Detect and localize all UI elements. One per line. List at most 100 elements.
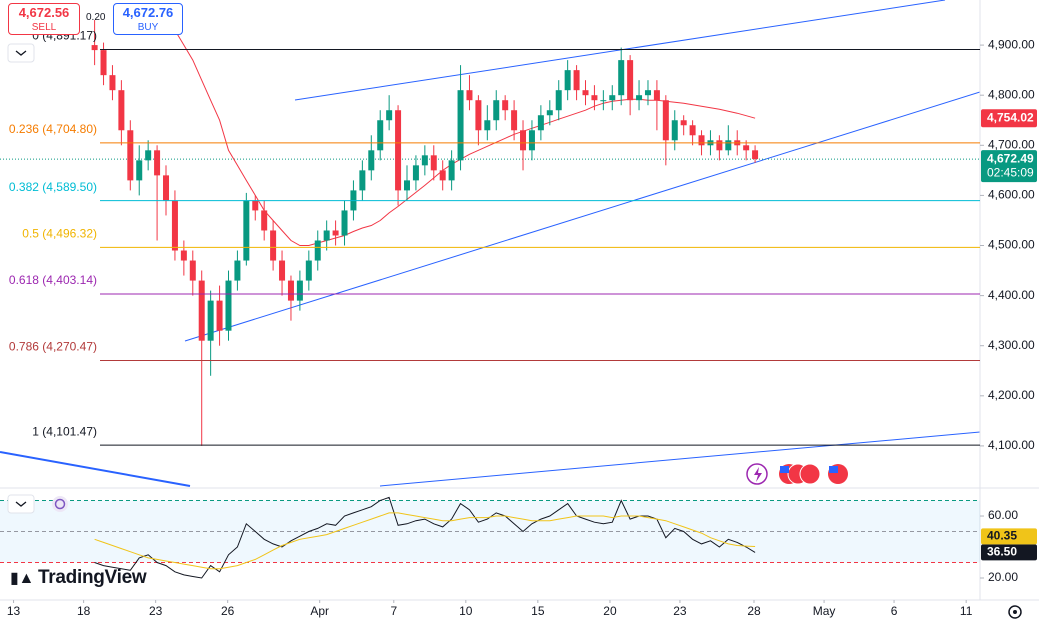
sell-price: 4,672.56 [18,5,70,20]
candle-body [359,170,366,191]
y-tick-label: 4,800.00 [988,87,1035,101]
candle-body [145,150,152,161]
candle-body [180,250,187,261]
candle-body [644,90,651,96]
y-tick-label: 4,700.00 [988,137,1035,151]
collapse-button[interactable] [7,494,35,514]
candle-body [618,60,625,96]
candle-body [279,260,286,281]
candle-body [127,130,134,181]
candle-body [725,140,732,151]
event-icons[interactable] [746,463,848,485]
fib-label: 0.786 (4,270.47) [9,340,97,354]
y-tick-label: 20.00 [988,570,1018,584]
x-tick-label: 10 [459,604,473,618]
buy-price: 4,672.76 [122,5,174,20]
candle-body [555,90,562,111]
buy-button[interactable]: 4,672.76 BUY [113,3,183,35]
candle-body [537,115,544,131]
x-tick-label: 20 [603,604,617,618]
candle-body [296,280,303,301]
fib-label: 0.618 (4,403.14) [9,273,97,287]
rsi-line [94,496,756,579]
candle-body [475,100,482,131]
last-price-bg [981,150,1037,183]
candle-body [528,130,535,151]
candle-body [582,90,589,96]
sell-button[interactable]: 4,672.56 SELL [8,3,80,35]
candle-body [225,280,232,331]
fib-label: 0.382 (4,589.50) [9,180,97,194]
fib-label: 0.5 (4,496.32) [22,227,97,241]
x-tick-label: 23 [149,604,163,618]
last-price-text: 4,672.49 [987,151,1034,165]
trend-line [379,431,980,487]
fib-label: 1 (4,101.47) [32,424,97,438]
x-tick-label: 11 [960,604,973,618]
x-tick-label: 7 [390,604,397,618]
rsi-line [94,512,756,570]
candle-body [520,130,527,151]
y-tick-label: 60.00 [988,508,1018,522]
candle-body [189,260,196,281]
candle-body [564,70,571,91]
x-tick-label: 18 [77,604,91,618]
rsi-pane [0,496,980,579]
candle-body [457,90,464,161]
rsi-ma-tag-bg [981,528,1037,545]
candle-body [386,110,393,121]
candle-body [305,260,312,281]
collapse-button[interactable] [7,43,35,63]
candle-body [421,155,428,166]
logo: ▮▲ TradingView [10,567,147,589]
x-tick-label: 13 [7,604,21,618]
candle-body [430,155,437,171]
rsi-tag-text: 36.50 [987,545,1017,559]
y-tick-label: 4,200.00 [988,388,1035,402]
y-tick-label: 4,400.00 [988,288,1035,302]
candle-body [653,90,660,101]
x-tick-label: 23 [673,604,687,618]
candle-body [287,280,294,301]
settings-icon[interactable] [1008,605,1022,619]
ma-tag-bg [981,109,1037,128]
candle-body [270,230,277,261]
candle-body [314,240,321,261]
candle-body [368,150,375,171]
candle-body [493,100,500,121]
trend-line [0,451,191,487]
candle-body [118,90,125,131]
rsi-tag: 36.50 [981,544,1037,561]
candle-body [332,230,339,236]
price-pane [0,14,980,446]
candle-body [207,300,214,341]
y-tick-label: 4,100.00 [988,438,1035,452]
candle-body [698,135,705,146]
fib-label: 0.236 (4,704.80) [9,122,97,136]
candle-body [377,120,384,151]
candle-body [743,145,750,151]
candle-body [502,100,509,111]
candle-body [403,180,410,191]
candle-body [546,110,553,116]
x-tick-label: May [813,604,836,618]
candle-body [627,60,634,101]
candle-body [243,200,250,261]
trend-lines [0,0,980,487]
x-tick-label: 6 [891,604,898,618]
candle-body [636,95,643,101]
y-tick-label: 4,500.00 [988,238,1035,252]
candle-body [609,95,616,101]
refresh-icon[interactable] [52,496,68,512]
candle-body [412,165,419,181]
rsi-ma-tag-text: 40.35 [987,529,1017,543]
x-tick-label: Apr [310,604,329,618]
x-tick-label: 26 [221,604,235,618]
candle-body [198,280,205,341]
candle-body [109,75,116,91]
rsi-tag-bg [981,544,1037,561]
candle-body [680,120,687,126]
